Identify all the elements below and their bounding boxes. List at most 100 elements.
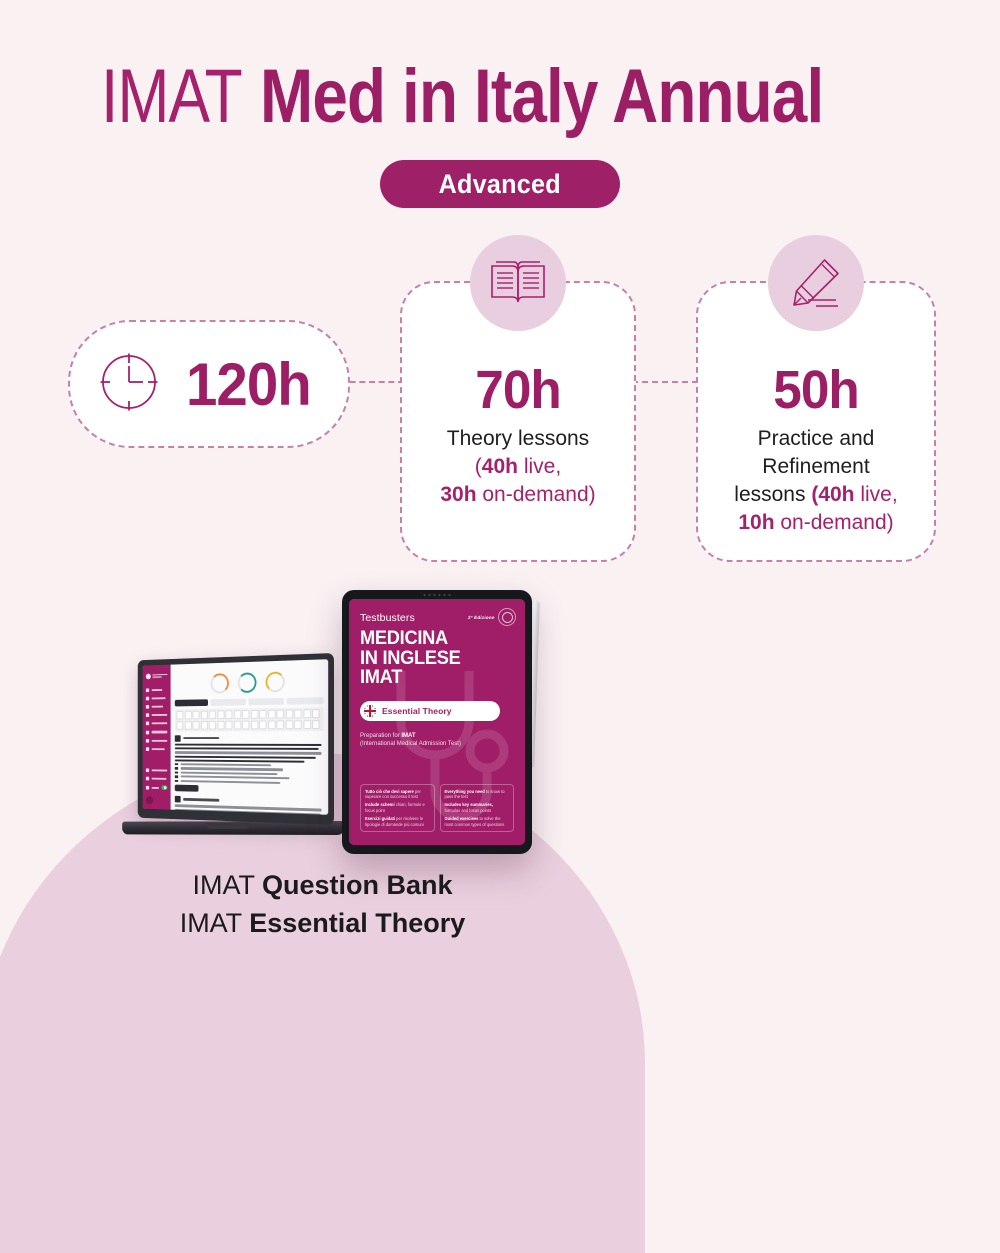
theory-description: Theory lessons (40h live, 30h on-demand)	[430, 425, 605, 509]
submit-answer-button[interactable]	[174, 784, 199, 792]
cover-title: MEDICINA IN INGLESE IMAT	[360, 629, 508, 688]
caption-1-bold: Question Bank	[261, 870, 453, 900]
question-header	[174, 734, 324, 742]
connector-right	[632, 381, 698, 383]
practice-desc-l1: Practice and	[757, 427, 875, 450]
essential-theory-label: Essential Theory	[382, 705, 452, 716]
tab-critical-thinking[interactable]	[247, 697, 284, 706]
home-icon	[145, 688, 150, 692]
sidebar-item-dark-mode[interactable]	[143, 783, 171, 793]
it-feature-2-bold: Include schemi	[365, 802, 395, 808]
laptop-lid	[137, 653, 334, 825]
en-feature-2-bold: Includes key summaries,	[444, 802, 493, 808]
caption-question-bank: IMAT Question Bank	[0, 866, 645, 904]
surveys-icon	[145, 704, 150, 709]
open-book-icon	[470, 235, 566, 331]
tablet-mockup: 2ª Edizione Testbusters MEDICINA IN INGL…	[342, 590, 532, 854]
theory-detail-t2: on-demand)	[476, 483, 596, 506]
caption-2-reg: IMAT	[179, 908, 250, 938]
total-hours-value: 120h	[185, 350, 312, 418]
sidebar-item-quiz-database[interactable]	[143, 711, 171, 720]
question-category-label	[183, 736, 220, 740]
prep-l2: (International Medical Admission Test)	[360, 741, 461, 747]
logo-wordmark	[152, 673, 168, 678]
pencil-icon	[768, 235, 864, 331]
sidebar-item-surveys[interactable]	[143, 702, 171, 711]
en-feature-3-rest: to solve the most common types of questi…	[444, 816, 505, 827]
warning-icon	[145, 776, 150, 781]
caption-2-bold: Essential Theory	[249, 908, 466, 938]
practice-hours: 50h	[773, 360, 860, 420]
cover-feature-box-en: Everything you need to know to pass the …	[439, 783, 514, 832]
laptop-notch	[205, 823, 251, 829]
sidebar-item-favourite-questions[interactable]	[143, 728, 171, 737]
practice-detail-t2: on-demand)	[774, 511, 894, 534]
ring-orange-icon	[210, 673, 229, 694]
it-feature-1-rest: per superare con successo il test	[365, 788, 421, 799]
tab-general-knowledge[interactable]	[286, 697, 324, 705]
edition-badge: 2ª Edizione	[468, 608, 516, 626]
question-index-badge	[174, 734, 181, 742]
theory-desc-main: Theory lessons	[446, 427, 590, 450]
title-bold: Med in Italy Annual	[259, 54, 824, 139]
laptop-mockup	[112, 653, 344, 840]
cover-feature-boxes: Tutto ciò che devi sapere per superare c…	[360, 783, 514, 832]
practice-desc-l3: lessons	[734, 483, 812, 506]
sidebar-item-staff-picks[interactable]	[143, 745, 171, 754]
tab-logical-reasoning[interactable]	[210, 698, 246, 706]
answer-option[interactable]	[174, 779, 324, 785]
sidebar-footer	[143, 766, 171, 810]
it-feature-1-bold: Tutto ciò che devi sapere	[365, 788, 414, 794]
tablet-speaker-icon	[423, 594, 451, 596]
tablet-screen: 2ª Edizione Testbusters MEDICINA IN INGL…	[349, 599, 525, 845]
total-hours-pill: 120h	[68, 320, 350, 448]
it-feature-3-bold: Esercizi guidati	[365, 816, 396, 822]
cover-brand: Testbusters	[360, 612, 415, 624]
practice-detail-b2: 10h	[738, 511, 775, 534]
cover-title-l2: IN INGLESE	[360, 647, 461, 669]
theory-detail-open: (	[474, 455, 482, 478]
prep-bold: IMAT	[401, 732, 416, 739]
theory-hours: 70h	[475, 360, 562, 420]
staff-picks-icon	[145, 747, 150, 751]
logo-mark-icon	[145, 673, 151, 679]
question-block	[174, 734, 324, 795]
star-icon	[145, 730, 150, 734]
theory-detail-b1: 40h	[481, 455, 518, 478]
app-logo	[145, 671, 168, 680]
en-feature-3-bold: Guided exercises	[444, 816, 479, 822]
ring-teal-icon	[237, 672, 257, 694]
dark-mode-toggle[interactable]	[161, 785, 168, 791]
clock-icon	[98, 351, 160, 418]
moon-icon	[145, 785, 150, 790]
question-index-badge	[174, 795, 181, 803]
progress-rings	[175, 670, 324, 694]
theory-detail-b2: 30h	[440, 483, 477, 506]
question-category-label	[183, 797, 220, 802]
connector-left	[340, 381, 404, 383]
uk-flag-icon	[363, 703, 377, 718]
theory-detail-t1: live,	[517, 455, 562, 478]
question-number-strip[interactable]	[174, 707, 324, 732]
it-feature-2-rest: chiari, formule e focus point	[365, 802, 425, 813]
simulations-icon	[145, 696, 150, 701]
book-cover: 2ª Edizione Testbusters MEDICINA IN INGL…	[349, 599, 525, 845]
avatar[interactable]	[145, 795, 154, 805]
cover-feature-box-it: Tutto ciò che devi sapere per superare c…	[360, 783, 435, 832]
app-main-panel	[170, 659, 329, 815]
caption-1-reg: IMAT	[192, 870, 262, 900]
cover-prep-text: Preparation for IMAT (International Medi…	[360, 732, 514, 749]
tab-all-questions[interactable]	[174, 699, 209, 707]
classroom-icon	[145, 738, 150, 743]
sidebar-item-virtual-classroom[interactable]	[143, 736, 171, 745]
question-tabs	[174, 697, 324, 707]
tablet-body: 2ª Edizione Testbusters MEDICINA IN INGL…	[342, 590, 532, 854]
app-sidebar	[142, 664, 171, 810]
level-badge-label: Advanced	[438, 168, 562, 199]
stethoscope-icon	[396, 671, 509, 822]
sidebar-item-completed-simulations[interactable]	[143, 719, 171, 728]
database-icon	[145, 713, 150, 718]
essential-theory-badge: Essential Theory	[360, 700, 500, 721]
laptop-screen	[142, 659, 329, 815]
practice-detail-b1: (40h	[811, 483, 855, 506]
